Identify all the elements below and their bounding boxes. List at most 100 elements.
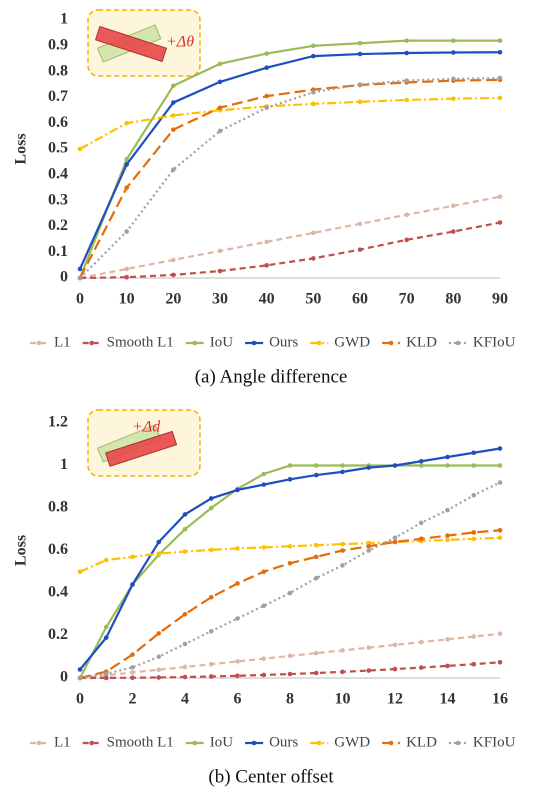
legend-label: KLD [406,734,437,750]
point [471,492,477,498]
y-tick-label: 0.5 [48,140,68,157]
point [451,76,456,82]
point [103,635,109,640]
point [451,50,456,55]
point [311,53,316,59]
point [311,43,316,49]
point [77,667,83,672]
point [404,38,409,43]
point [313,542,319,548]
point [182,664,188,670]
point [182,549,188,554]
point [497,220,503,225]
y-tick-label: 0 [60,669,68,686]
point [287,653,293,659]
point [77,569,83,575]
point [130,665,135,670]
point [130,675,135,681]
point [404,97,409,103]
inset-label: +Δθ [166,34,194,51]
y-tick-label: 0.9 [48,36,68,53]
x-tick-label: 14 [440,691,456,708]
point [235,487,240,493]
series-line [79,96,501,150]
y-tick-label: 0.6 [48,541,68,558]
series-line [79,76,501,279]
point [357,247,363,252]
point [445,637,450,642]
x-tick-label: 0 [76,691,84,708]
y-tick-label: 0.6 [48,114,68,131]
point [366,540,372,546]
point [77,266,83,272]
x-tick-label: 12 [387,691,403,708]
legend-label: KFIoU [473,334,516,350]
x-tick-label: 16 [492,691,508,708]
y-tick-label: 0.8 [48,62,68,79]
point [264,65,269,71]
point [264,105,269,111]
point [264,239,269,245]
point [130,554,135,560]
point [340,463,345,468]
legend-marker [455,340,461,346]
series-line [79,78,501,279]
legend-label: Ours [269,334,298,350]
point [445,463,450,468]
legend-marker [251,740,257,746]
point [497,659,503,665]
point [392,463,398,468]
legend-marker [89,340,94,346]
point [217,61,223,67]
caption: (b) Center offset [208,766,334,787]
point [340,648,345,653]
x-tick-label: 80 [445,291,461,308]
x-tick-label: 6 [234,691,242,708]
y-tick-label: 1.2 [48,414,68,431]
x-tick-label: 70 [399,291,415,308]
point [287,671,293,677]
point [130,652,135,657]
legend-label: L1 [54,334,71,350]
point [208,628,214,634]
point [261,482,267,487]
point [156,631,162,636]
point [366,548,372,553]
point [124,120,129,126]
point [366,543,372,549]
point [445,663,450,669]
point [313,575,319,581]
point [366,465,372,470]
point [357,99,363,105]
point [124,185,129,190]
y-tick-label: 0.2 [48,626,68,643]
point [208,661,214,667]
inset-label: +Δd [132,419,161,436]
y-tick-label: 1 [60,456,68,473]
y-tick-label: 0.4 [48,584,68,601]
legend-marker [316,740,322,746]
point [235,673,240,679]
point [182,526,188,532]
point [497,535,503,541]
point [156,551,162,556]
legend-label: Ours [269,734,298,750]
inset-red-box [105,430,178,467]
point [208,547,214,553]
y-tick-label: 0.3 [48,191,68,208]
point [497,38,503,43]
point [124,162,129,167]
point [235,616,240,621]
point [311,256,316,261]
point [124,266,129,272]
point [171,257,176,263]
legend-marker [316,340,322,346]
series-line [78,39,500,279]
point [261,603,267,609]
y-tick-label: 0.2 [48,217,68,234]
point [235,581,240,586]
point [366,668,372,673]
point [156,667,162,673]
point [497,49,503,55]
point [130,582,135,587]
